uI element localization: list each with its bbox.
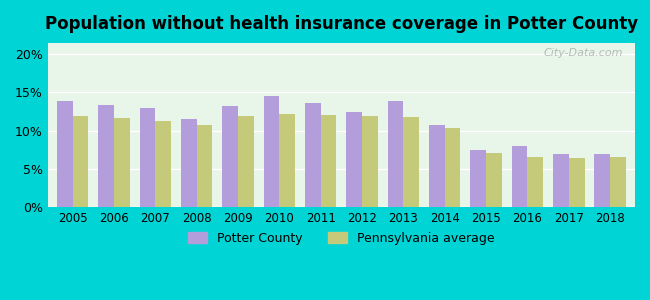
Bar	[98, 106, 114, 207]
Bar	[222, 106, 238, 207]
Bar	[553, 154, 569, 207]
Legend: Potter County, Pennsylvania average: Potter County, Pennsylvania average	[183, 227, 499, 250]
Bar	[346, 112, 362, 207]
Bar	[486, 153, 502, 207]
Bar	[155, 122, 171, 207]
Bar	[320, 116, 337, 207]
Bar	[512, 146, 527, 207]
Bar	[73, 116, 88, 207]
Bar	[362, 116, 378, 207]
Bar	[140, 108, 155, 207]
Bar	[404, 117, 419, 207]
Bar	[114, 118, 129, 207]
Bar	[238, 116, 254, 207]
Bar	[305, 103, 320, 207]
Bar	[57, 101, 73, 207]
Bar	[445, 128, 460, 207]
Bar	[196, 124, 213, 207]
Bar	[387, 101, 404, 207]
Bar	[610, 158, 626, 207]
Bar	[595, 154, 610, 207]
Bar	[181, 119, 196, 207]
Bar	[280, 114, 295, 207]
Bar	[429, 124, 445, 207]
Bar	[471, 150, 486, 207]
Bar	[527, 157, 543, 207]
Bar	[569, 158, 584, 207]
Bar	[264, 96, 280, 207]
Text: City-Data.com: City-Data.com	[544, 48, 623, 58]
Title: Population without health insurance coverage in Potter County: Population without health insurance cove…	[45, 15, 638, 33]
